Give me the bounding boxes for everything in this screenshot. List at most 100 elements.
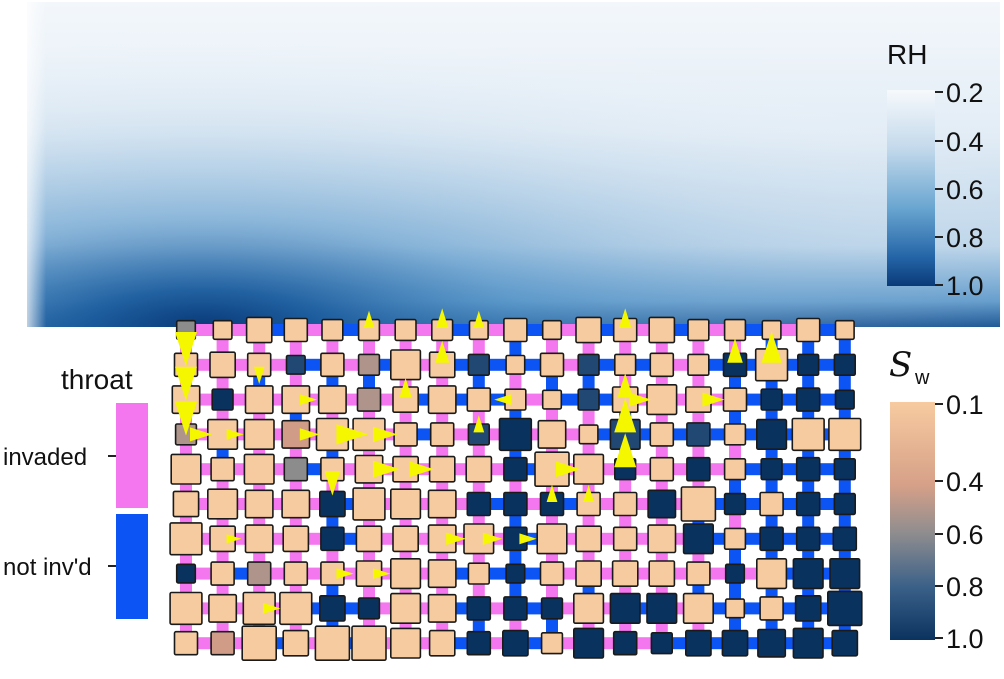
pore bbox=[648, 560, 676, 588]
pore bbox=[724, 563, 746, 584]
pore bbox=[572, 592, 605, 624]
pore bbox=[389, 557, 422, 590]
pore bbox=[467, 562, 490, 585]
pore bbox=[501, 629, 529, 657]
vapor-flux-arrow bbox=[253, 366, 265, 384]
vapor-flux-arrow bbox=[519, 533, 537, 545]
pore bbox=[795, 491, 821, 517]
vapor-flux-arrow bbox=[727, 338, 743, 363]
pore bbox=[209, 351, 237, 379]
pore bbox=[172, 490, 200, 518]
vapor-flux-arrow bbox=[473, 415, 485, 433]
vapor-flux-arrow bbox=[263, 603, 281, 614]
pore bbox=[539, 352, 565, 378]
pore bbox=[647, 524, 677, 554]
pore bbox=[791, 417, 825, 452]
vapor-flux-arrow bbox=[373, 426, 398, 443]
pore bbox=[169, 522, 203, 556]
pore bbox=[541, 389, 563, 410]
pore bbox=[721, 629, 749, 657]
pore bbox=[575, 525, 603, 553]
vapor-flux-arrow bbox=[324, 471, 341, 496]
pore bbox=[647, 489, 677, 519]
pore bbox=[540, 631, 564, 655]
pore bbox=[833, 492, 857, 516]
vapor-flux-arrows bbox=[175, 308, 782, 614]
pore bbox=[755, 557, 788, 590]
pore bbox=[795, 387, 821, 412]
pore bbox=[759, 491, 784, 517]
vapor-flux-arrow bbox=[373, 568, 391, 579]
pore bbox=[394, 318, 417, 342]
pore bbox=[792, 557, 824, 590]
pore bbox=[427, 385, 457, 415]
pore bbox=[682, 592, 714, 624]
pore bbox=[392, 525, 420, 553]
sw-tick-label: 1.0 bbox=[946, 624, 984, 654]
sw-tick-label: 0.6 bbox=[946, 520, 984, 550]
pore bbox=[755, 418, 788, 451]
pore bbox=[212, 319, 233, 341]
pore bbox=[465, 455, 493, 483]
vapor-flux-arrow bbox=[629, 392, 652, 407]
pore bbox=[244, 385, 274, 415]
pore bbox=[829, 557, 861, 590]
pore bbox=[612, 526, 638, 552]
pore bbox=[320, 526, 345, 552]
humidity-field-leading-edge bbox=[27, 2, 187, 327]
pore bbox=[649, 422, 675, 447]
pore bbox=[173, 630, 199, 656]
pore bbox=[687, 353, 710, 376]
sw-tick-label: 0.4 bbox=[946, 467, 984, 497]
pore bbox=[680, 486, 717, 522]
pore bbox=[540, 597, 564, 620]
pore bbox=[279, 591, 313, 626]
pore bbox=[283, 317, 309, 343]
pore bbox=[649, 352, 675, 378]
pore bbox=[760, 388, 783, 411]
pore bbox=[833, 457, 857, 481]
pore bbox=[650, 631, 674, 655]
pore bbox=[246, 561, 272, 586]
pore bbox=[466, 387, 492, 412]
pore bbox=[244, 524, 274, 554]
pore bbox=[611, 560, 639, 588]
pore bbox=[244, 489, 274, 519]
pore bbox=[208, 593, 238, 623]
pore bbox=[834, 389, 855, 410]
vapor-flux-arrow bbox=[175, 332, 197, 366]
sw-legend-subscript: w bbox=[914, 367, 930, 389]
vapor-flux-arrow bbox=[583, 484, 594, 502]
pore bbox=[170, 453, 202, 485]
pore bbox=[686, 561, 711, 586]
pore bbox=[577, 388, 600, 411]
vapor-flux-arrow bbox=[619, 308, 632, 328]
vapor-flux-arrow bbox=[373, 460, 400, 478]
pore bbox=[352, 487, 386, 521]
pore bbox=[578, 424, 599, 445]
vapor-flux-arrow bbox=[190, 427, 212, 442]
pore bbox=[796, 353, 820, 376]
pore bbox=[427, 489, 457, 519]
pore bbox=[466, 491, 492, 517]
pore bbox=[759, 596, 784, 621]
pore bbox=[427, 593, 457, 623]
pore bbox=[356, 387, 382, 412]
pore bbox=[831, 629, 859, 657]
rh-legend: RH 0.2 0.4 0.6 0.8 1.0 bbox=[887, 39, 984, 301]
vapor-flux-arrow bbox=[336, 424, 368, 445]
rh-tick-label: 0.8 bbox=[946, 223, 984, 253]
pore bbox=[283, 561, 309, 586]
pore bbox=[503, 317, 528, 343]
rh-legend-title: RH bbox=[887, 39, 927, 70]
pore bbox=[537, 419, 567, 449]
vapor-flux-arrow bbox=[226, 534, 242, 544]
pore bbox=[282, 525, 310, 553]
pore bbox=[210, 561, 235, 586]
pore bbox=[648, 316, 676, 344]
pore bbox=[210, 456, 235, 482]
pore bbox=[760, 457, 783, 481]
vapor-flux-arrow bbox=[436, 308, 449, 328]
throat-not-invaded-swatch bbox=[116, 514, 148, 619]
throat-invaded-label: invaded bbox=[3, 444, 87, 471]
